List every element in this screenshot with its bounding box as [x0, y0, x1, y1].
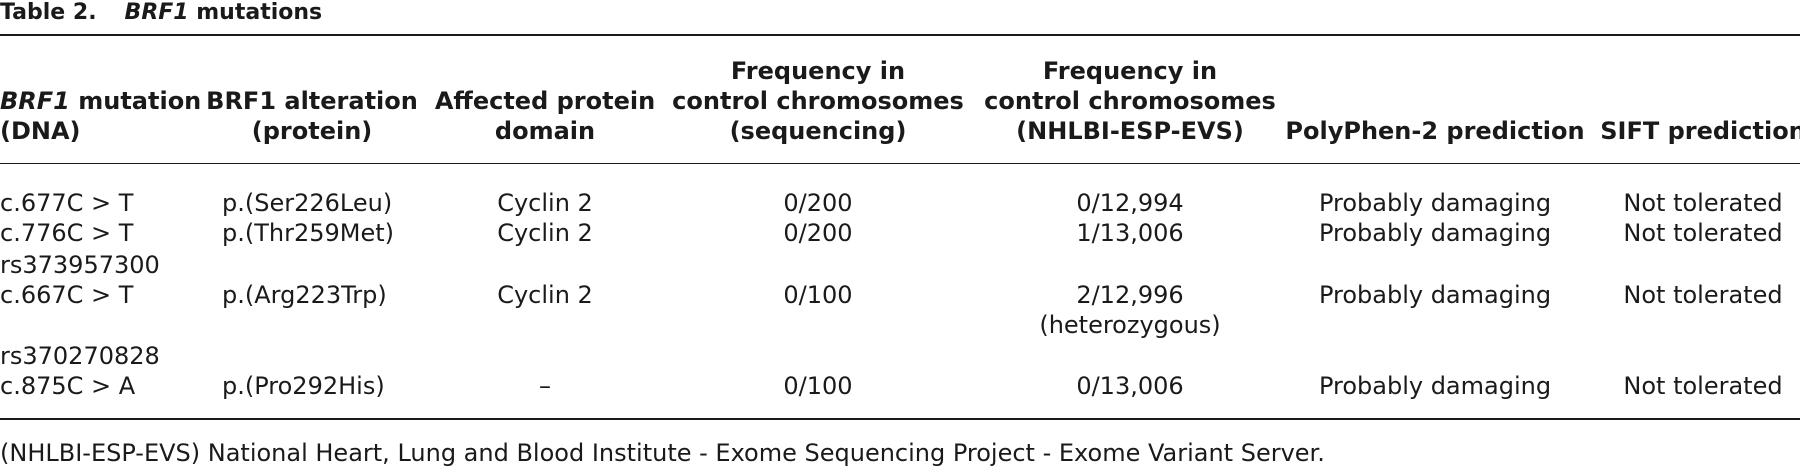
table-number: Table 2. [0, 0, 97, 25]
table-bottom-rule [0, 418, 1800, 420]
row2-sift: Not tolerated [1623, 219, 1783, 247]
row1-protein: p.(Ser226Leu) [222, 189, 393, 217]
header-protein-alteration: BRF1 alteration (protein) [206, 86, 418, 146]
header-affected-domain: Affected protein domain [435, 86, 655, 146]
header-freq-sequencing: Frequency in control chromosomes (sequen… [672, 56, 964, 146]
row4-protein: p.(Pro292His) [222, 372, 385, 400]
header-freq-esp: Frequency in control chromosomes (NHLBI-… [984, 56, 1276, 146]
header-protein-line2: (protein) [251, 117, 373, 145]
row3-freq-seq: 0/100 [783, 281, 853, 309]
row2-freq-seq: 0/200 [783, 219, 853, 247]
row1-sift: Not tolerated [1623, 189, 1783, 217]
header-dna-label: mutation [69, 87, 202, 115]
row2-domain: Cyclin 2 [497, 219, 593, 247]
row3-protein: p.(Arg223Trp) [222, 281, 387, 309]
row3-freq-esp: 2/12,996 [1076, 281, 1184, 309]
header-dna-sub: (DNA) [0, 117, 81, 145]
row3-domain: Cyclin 2 [497, 281, 593, 309]
table-caption-gene: BRF1 [124, 0, 189, 25]
row4-sift: Not tolerated [1623, 372, 1783, 400]
row4-dna: c.875C > A [0, 372, 136, 400]
table-caption-rest: mutations [188, 0, 323, 25]
table-footnote: (NHLBI-ESP-EVS) National Heart, Lung and… [0, 439, 1325, 467]
header-freq-esp-line3: (NHLBI-ESP-EVS) [1016, 117, 1244, 145]
row4-freq-esp: 0/13,006 [1076, 372, 1184, 400]
row3-dna: c.667C > T [0, 281, 134, 309]
header-dna-gene: BRF1 [0, 87, 70, 115]
header-dna-mutation: BRF1 mutation (DNA) [0, 86, 201, 146]
row2-dna: c.776C > T [0, 219, 134, 247]
row3-polyphen: Probably damaging [1318, 281, 1552, 309]
row3-freq-esp-note: (heterozygous) [1039, 311, 1221, 339]
row1-domain: Cyclin 2 [497, 189, 593, 217]
row4-rsid: rs370270828 [0, 342, 160, 370]
header-sift: SIFT prediction [1600, 117, 1800, 145]
header-freq-esp-line2: control chromosomes [984, 87, 1276, 115]
header-domain-line2: domain [494, 117, 596, 145]
table-top-rule [0, 34, 1800, 36]
row4-domain: – [539, 372, 551, 400]
header-protein-line1: BRF1 alteration [206, 87, 418, 115]
row4-polyphen: Probably damaging [1318, 372, 1552, 400]
header-freq-seq-line3: (sequencing) [729, 117, 907, 145]
row3-sift: Not tolerated [1623, 281, 1783, 309]
row1-freq-seq: 0/200 [783, 189, 853, 217]
row2-polyphen: Probably damaging [1318, 219, 1552, 247]
row1-freq-esp: 0/12,994 [1076, 189, 1184, 217]
row4-freq-seq: 0/100 [783, 372, 853, 400]
row3-rsid: rs373957300 [0, 251, 160, 279]
row1-dna: c.677C > T [0, 189, 134, 217]
table-caption: Table 2. BRF1 mutations [0, 0, 322, 26]
row2-freq-esp: 1/13,006 [1076, 219, 1184, 247]
header-freq-seq-line2: control chromosomes [672, 87, 964, 115]
row1-polyphen: Probably damaging [1318, 189, 1552, 217]
header-freq-esp-line1: Frequency in [1042, 57, 1218, 85]
table-header-rule [0, 163, 1800, 164]
header-domain-line1: Affected protein [434, 87, 656, 115]
header-polyphen: PolyPhen-2 prediction [1285, 117, 1585, 145]
row2-protein: p.(Thr259Met) [222, 219, 395, 247]
header-freq-seq-line1: Frequency in [730, 57, 906, 85]
